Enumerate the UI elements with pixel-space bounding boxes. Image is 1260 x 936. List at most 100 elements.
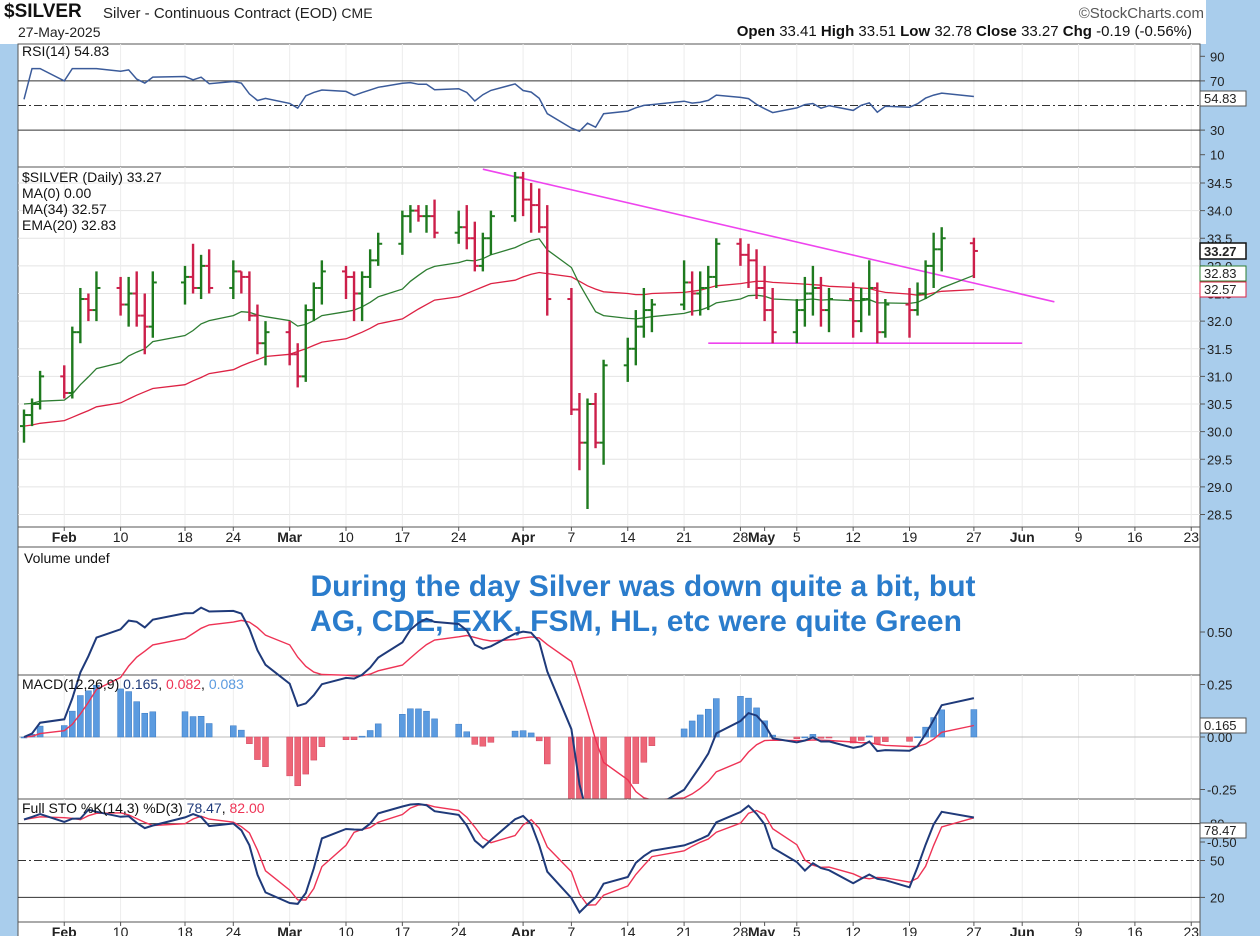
macd-label-prefix: MACD(12,26,9) xyxy=(22,676,119,692)
price-tick-label: 31.5 xyxy=(1207,342,1232,357)
close-tag: 33.27 xyxy=(1204,244,1237,259)
price-bar xyxy=(575,392,584,471)
high-value: 33.51 xyxy=(858,23,896,40)
macd-hist-bar xyxy=(318,736,326,747)
x-tick-label: Feb xyxy=(52,924,77,936)
macd-hist-bar xyxy=(874,736,881,745)
price-bar xyxy=(857,287,866,333)
open-value: 33.41 xyxy=(779,23,817,40)
macd-hist-bar xyxy=(141,712,148,738)
symbol: $SILVER xyxy=(4,1,82,22)
price-tick-label: 32.0 xyxy=(1207,314,1232,329)
price-bar xyxy=(760,265,769,322)
macd-hist-bar xyxy=(238,729,245,738)
price-bar xyxy=(76,287,85,344)
price-bar xyxy=(140,293,149,355)
price-bar xyxy=(535,188,544,233)
macd-hist-bar xyxy=(205,723,213,738)
macd-value: 0.165 xyxy=(123,676,158,692)
x-tick-label: 14 xyxy=(620,924,636,936)
price-bar xyxy=(422,205,431,233)
x-axis-top: Feb 10 18 24 Mar 10 17 24 Apr 7 14 21 28 May 5 12 19 27 Ju… xyxy=(17,526,1201,548)
hist-value: 0.083 xyxy=(209,676,244,692)
x-tick-label: May xyxy=(748,529,775,545)
price-bars xyxy=(20,171,978,509)
chg-value: -0.19 (-0.56%) xyxy=(1096,23,1192,40)
sto-panel: 805020 Full STO %K(14,3) %D(3) 78.47, 82… xyxy=(17,798,1247,923)
x-tick-label: 21 xyxy=(676,924,692,936)
macd-hist-bar xyxy=(696,714,704,738)
macd-hist-bar xyxy=(117,688,124,738)
x-tick-label: 16 xyxy=(1127,529,1143,545)
ma-tag: 32.57 xyxy=(1204,282,1237,297)
rsi-value-tag: 54.83 xyxy=(1204,91,1237,106)
macd-hist-bar xyxy=(737,696,744,738)
legend-ma0: MA(0) 0.00 xyxy=(22,185,91,201)
volume-label: Volume undef xyxy=(24,550,110,566)
price-bar xyxy=(969,237,978,279)
price-bar xyxy=(116,276,125,316)
macd-hist-bar xyxy=(753,707,760,738)
price-bar xyxy=(317,260,326,305)
x-tick-label: 24 xyxy=(451,924,467,936)
x-tick-label: 7 xyxy=(568,924,576,936)
price-tick-label: 29.0 xyxy=(1207,480,1232,495)
price-bar xyxy=(913,282,922,316)
macd-hist-bar xyxy=(705,708,712,738)
rsi-line xyxy=(23,67,974,133)
sto-tick-label: 20 xyxy=(1210,890,1224,905)
x-tick-label: 10 xyxy=(113,529,129,545)
price-bar xyxy=(245,271,254,322)
macd-hist-bar xyxy=(197,716,205,738)
macd-panel: 0.50 0.25 0.00 -0.25 -0.50 MACD(12,26,9) 0.1… xyxy=(17,606,1247,855)
price-bar xyxy=(28,398,37,427)
macd-hist-bar xyxy=(455,723,462,738)
price-bar xyxy=(301,304,310,382)
macd-hist-bar xyxy=(310,736,318,761)
x-tick-label: 24 xyxy=(226,924,242,936)
x-axis-band xyxy=(17,921,1201,936)
price-bar xyxy=(712,238,721,288)
close-tag-bg xyxy=(1199,242,1247,260)
macd-hist-bar xyxy=(262,736,269,767)
x-tick-label: 24 xyxy=(226,529,242,545)
price-bar xyxy=(84,293,93,322)
macd-hist-bar xyxy=(479,736,487,747)
x-tick-label: 12 xyxy=(845,924,861,936)
open-label: Open xyxy=(736,23,776,40)
x-tick-label: 12 xyxy=(845,529,861,545)
price-bar xyxy=(921,260,930,300)
macd-hist-bar xyxy=(85,690,92,738)
trendline-line xyxy=(482,168,1055,303)
macd-hist-bar xyxy=(914,736,921,739)
ema-tag-bg xyxy=(1199,265,1247,282)
price-bar xyxy=(358,271,367,322)
annotation-line-2: AG, CDE, EXK, FSM, HL, etc were quite Gr… xyxy=(310,605,962,638)
price-bar xyxy=(293,343,302,388)
x-tick-label: 24 xyxy=(451,529,467,545)
macd-tag-bg xyxy=(1199,717,1247,734)
sto-tick-label: 50 xyxy=(1210,854,1224,869)
price-bar xyxy=(398,210,407,255)
price-bar xyxy=(342,265,350,300)
price-bar xyxy=(881,299,890,338)
price-bar xyxy=(696,271,705,316)
price-bar xyxy=(406,205,415,233)
x-tick-label: 9 xyxy=(1075,924,1083,936)
price-bar xyxy=(92,271,101,322)
macd-hist-bar xyxy=(230,725,237,738)
x-tick-label: 7 xyxy=(568,529,576,545)
price-tick-label: 28.5 xyxy=(1207,508,1232,523)
x-tick-label: Mar xyxy=(277,529,302,545)
price-bar xyxy=(486,210,495,255)
x-tick-label: 27 xyxy=(966,529,982,545)
macd-hist-bar xyxy=(688,720,696,738)
price-bar xyxy=(639,287,648,338)
x-tick-label: 10 xyxy=(338,924,354,936)
price-bar xyxy=(374,232,383,266)
macd-hist-bar xyxy=(463,731,470,738)
macd-hist-bar xyxy=(399,714,406,738)
macd-hist-bar xyxy=(471,736,479,745)
x-tick-label: 23 xyxy=(1183,924,1199,936)
